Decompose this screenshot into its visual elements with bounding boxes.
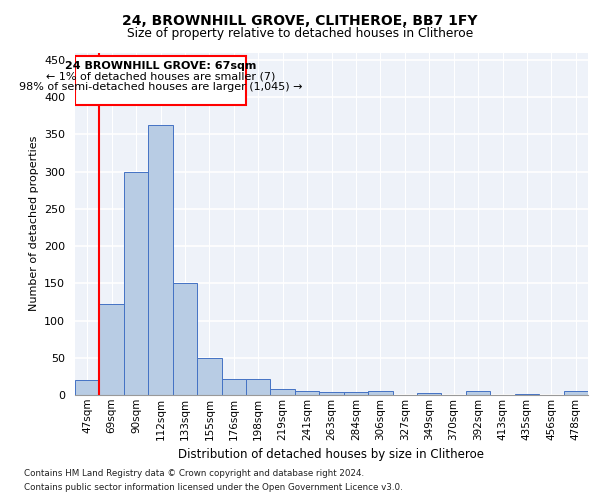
- Text: 24 BROWNHILL GROVE: 67sqm: 24 BROWNHILL GROVE: 67sqm: [65, 62, 256, 72]
- Bar: [197, 358, 221, 395]
- Bar: [295, 390, 319, 395]
- Bar: [515, 394, 539, 395]
- Bar: [368, 392, 392, 395]
- Bar: [124, 172, 148, 395]
- Text: Size of property relative to detached houses in Clitheroe: Size of property relative to detached ho…: [127, 28, 473, 40]
- Bar: [75, 380, 100, 395]
- Text: 98% of semi-detached houses are larger (1,045) →: 98% of semi-detached houses are larger (…: [19, 82, 302, 92]
- Bar: [148, 124, 173, 395]
- Text: 24, BROWNHILL GROVE, CLITHEROE, BB7 1FY: 24, BROWNHILL GROVE, CLITHEROE, BB7 1FY: [122, 14, 478, 28]
- Bar: [466, 392, 490, 395]
- Text: ← 1% of detached houses are smaller (7): ← 1% of detached houses are smaller (7): [46, 72, 275, 82]
- Bar: [76, 56, 246, 104]
- Bar: [344, 392, 368, 395]
- Text: Contains HM Land Registry data © Crown copyright and database right 2024.: Contains HM Land Registry data © Crown c…: [24, 468, 364, 477]
- Bar: [221, 378, 246, 395]
- Text: Contains public sector information licensed under the Open Government Licence v3: Contains public sector information licen…: [24, 484, 403, 492]
- Bar: [246, 378, 271, 395]
- Y-axis label: Number of detached properties: Number of detached properties: [29, 136, 38, 312]
- Bar: [319, 392, 344, 395]
- Bar: [100, 304, 124, 395]
- Bar: [563, 392, 588, 395]
- X-axis label: Distribution of detached houses by size in Clitheroe: Distribution of detached houses by size …: [179, 448, 485, 461]
- Bar: [417, 393, 442, 395]
- Bar: [271, 389, 295, 395]
- Bar: [173, 284, 197, 395]
